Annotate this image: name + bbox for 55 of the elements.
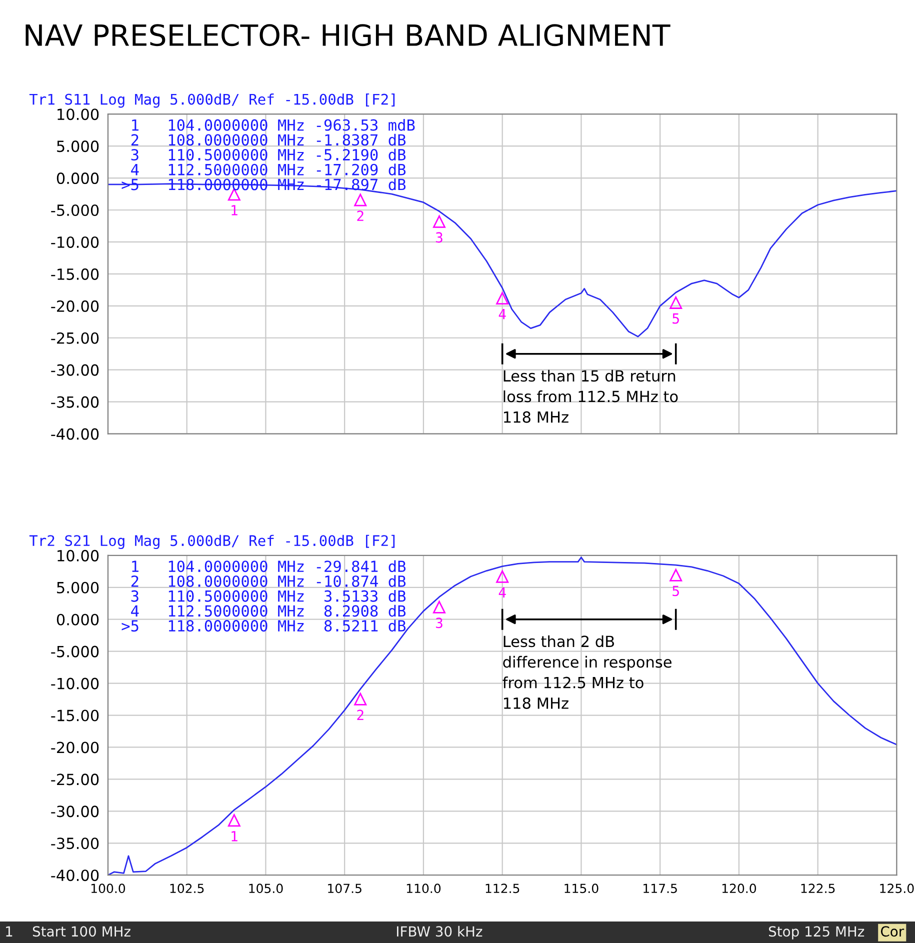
annotation: 4 — [498, 587, 506, 598]
y-tick-label: -40.00 — [51, 870, 99, 882]
annotation: 2 — [357, 210, 364, 221]
y-tick-label: 5.000 — [57, 140, 99, 152]
y-tick-label: -10.00 — [51, 236, 99, 248]
x-tick-label: 112.5 — [486, 884, 520, 894]
x-tick-label: 117.5 — [644, 884, 677, 894]
text: IFBW 30 kHz — [397, 926, 482, 937]
y-tick-label: -5.000 — [51, 646, 99, 658]
x-tick-label: 105.0 — [249, 884, 283, 894]
y-tick-label: 10.00 — [58, 550, 99, 562]
y-tick-label: 10.00 — [58, 108, 99, 120]
y-tick-label: -35.00 — [51, 396, 99, 408]
x-tick-label: 120.0 — [722, 884, 756, 894]
y-tick-label: 0.000 — [56, 172, 99, 184]
y-tick-label: -15.00 — [51, 710, 99, 722]
chart-subtitle: Tr2 S21 Log Mag 5.000dB/ Ref -15.00dB [F2] — [29, 534, 395, 550]
text: 1 — [6, 926, 12, 936]
chart-subtitle: Tr1 S11 Log Mag 5.000dB/ Ref -15.00dB [F2] — [29, 93, 395, 108]
y-tick-label: -25.00 — [51, 332, 99, 344]
annotation: 5 — [672, 313, 679, 324]
chart-title: NAV PRESELECTOR- HIGH BAND ALIGNMENT — [26, 24, 670, 46]
line-series — [108, 556, 897, 876]
annotation: Less than 2 dB difference in response from 112.5 MHz to 118 MHz — [502, 635, 672, 709]
x-tick-label: 107.5 — [328, 884, 362, 894]
y-tick-label: -15.00 — [51, 268, 99, 280]
annotation: 1 104.0000000 MHz -29.841 dB 2 108.0000000 MHz -10.874 dB 3 110.5000000 MHz 3.5133 dB 4 112.5000000 MHz 8.2908 dB >5 118.0000000 MHz 8.5211 dB — [122, 560, 406, 632]
x-tick-label: 102.5 — [170, 884, 204, 894]
annotation: 2 — [357, 710, 364, 720]
annotation: 1 — [232, 205, 238, 216]
y-tick-label: -40.00 — [51, 428, 99, 440]
y-tick-label: -20.00 — [51, 300, 99, 312]
y-tick-label: -35.00 — [51, 838, 99, 850]
x-tick-label: 125.0 — [880, 884, 914, 894]
x-tick-label: 122.5 — [801, 884, 835, 894]
x-tick-label: 115.0 — [564, 884, 598, 894]
y-tick-label: 0.000 — [56, 614, 99, 626]
annotation: 1 — [232, 831, 238, 842]
annotation: 3 — [436, 618, 442, 628]
y-tick-label: -20.00 — [51, 742, 99, 754]
annotation: 5 — [672, 586, 679, 596]
y-tick-label: -30.00 — [51, 806, 99, 818]
annotation: Less than 15 dB return loss from 112.5 MHz to 118 MHz — [504, 370, 678, 423]
y-tick-label: -10.00 — [51, 678, 99, 690]
text: Stop 125 MHz — [768, 926, 864, 940]
text: Start 100 MHz — [32, 926, 130, 937]
annotation: 4 — [498, 309, 506, 320]
x-tick-label: 110.0 — [406, 884, 441, 894]
y-tick-label: -25.00 — [51, 774, 99, 786]
y-tick-label: 5.000 — [57, 582, 99, 594]
text: Cor — [880, 926, 904, 937]
x-tick-label: 100.0 — [91, 884, 126, 894]
y-tick-label: -5.000 — [51, 204, 99, 216]
annotation: 3 — [436, 232, 442, 243]
y-tick-label: -30.00 — [51, 364, 99, 376]
